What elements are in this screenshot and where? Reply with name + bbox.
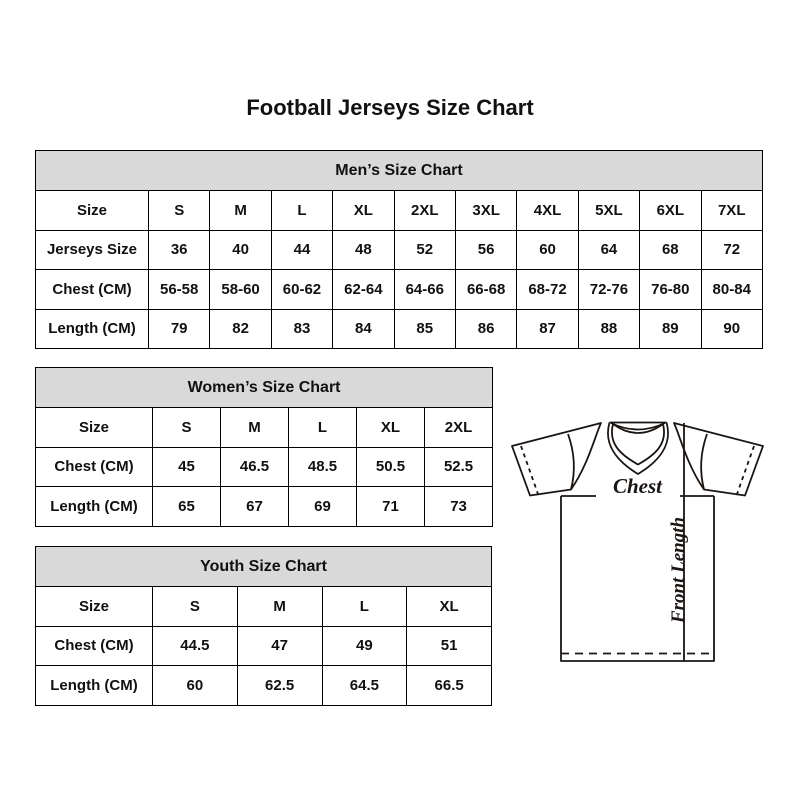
svg-text:Chest: Chest	[613, 474, 663, 498]
svg-text:Front Length: Front Length	[668, 517, 689, 624]
